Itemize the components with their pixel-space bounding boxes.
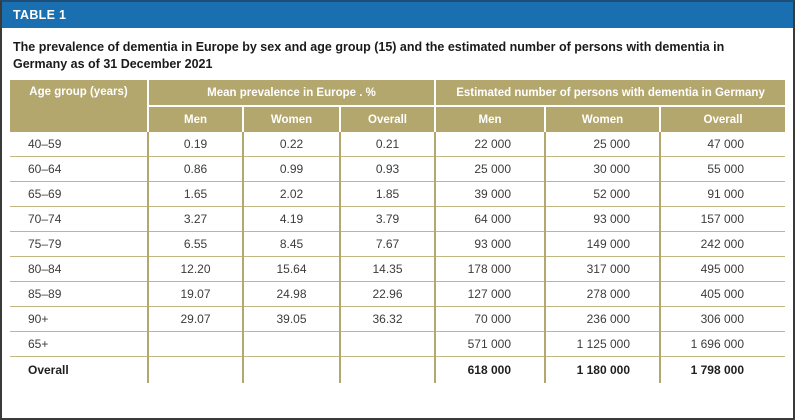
- cell-prev-women: 15.64: [243, 256, 341, 282]
- cell-est-overall: 1 696 000: [660, 331, 786, 357]
- cell-prev-overall: 14.35: [340, 256, 437, 282]
- cell-est-overall: 405 000: [660, 281, 786, 307]
- table-row: 80–84 12.20 15.64 14.35 178 000 317 000 …: [10, 256, 786, 282]
- cell-est-women: 52 000: [545, 181, 662, 207]
- col-header-age-group: Age group (years): [10, 80, 149, 132]
- cell-age-group: 40–59: [10, 132, 149, 157]
- cell-est-men: 25 000: [435, 156, 547, 182]
- cell-prev-women: 2.02: [243, 181, 341, 207]
- cell-est-men: 93 000: [435, 231, 547, 257]
- cell-prev-overall: [340, 356, 437, 383]
- cell-prev-overall: 1.85: [340, 181, 437, 207]
- cell-est-women: 1 180 000: [545, 356, 662, 383]
- col-header-prev-overall: Overall: [340, 106, 437, 132]
- table-row: 70–74 3.27 4.19 3.79 64 000 93 000 157 0…: [10, 206, 786, 232]
- cell-est-women: 93 000: [545, 206, 662, 232]
- cell-prev-women: [243, 356, 341, 383]
- cell-est-men: 178 000: [435, 256, 547, 282]
- cell-est-women: 317 000: [545, 256, 662, 282]
- cell-age-group: 65–69: [10, 181, 149, 207]
- header-sub-row: Men Women Overall Men Women Overall: [10, 106, 786, 132]
- dementia-prevalence-table: Age group (years) Mean prevalence in Eur…: [10, 80, 786, 383]
- cell-prev-men: 29.07: [148, 306, 244, 332]
- cell-prev-women: 24.98: [243, 281, 341, 307]
- cell-est-overall: 91 000: [660, 181, 786, 207]
- cell-est-men: 127 000: [435, 281, 547, 307]
- cell-age-group: Overall: [10, 356, 149, 383]
- cell-est-men: 64 000: [435, 206, 547, 232]
- cell-age-group: 85–89: [10, 281, 149, 307]
- cell-est-overall: 495 000: [660, 256, 786, 282]
- cell-prev-men: 0.19: [148, 132, 244, 157]
- cell-prev-overall: 22.96: [340, 281, 437, 307]
- cell-age-group: 60–64: [10, 156, 149, 182]
- cell-est-women: 25 000: [545, 132, 662, 157]
- cell-prev-men: 3.27: [148, 206, 244, 232]
- col-header-est-women: Women: [545, 106, 662, 132]
- table-tag: TABLE 1: [13, 8, 67, 22]
- col-header-est-overall: Overall: [660, 106, 786, 132]
- cell-prev-men: 19.07: [148, 281, 244, 307]
- cell-est-overall: 242 000: [660, 231, 786, 257]
- cell-est-overall: 1 798 000: [660, 356, 786, 383]
- cell-est-overall: 47 000: [660, 132, 786, 157]
- cell-prev-women: 39.05: [243, 306, 341, 332]
- cell-prev-overall: 3.79: [340, 206, 437, 232]
- cell-prev-overall: 7.67: [340, 231, 437, 257]
- table-header: Age group (years) Mean prevalence in Eur…: [10, 80, 786, 132]
- table-title: The prevalence of dementia in Europe by …: [13, 40, 725, 71]
- table-row-overall-total: Overall 618 000 1 180 000 1 798 000: [10, 356, 786, 383]
- cell-est-women: 149 000: [545, 231, 662, 257]
- cell-age-group: 80–84: [10, 256, 149, 282]
- cell-prev-overall: 0.21: [340, 132, 437, 157]
- cell-age-group: 65+: [10, 331, 149, 357]
- table-row: 65–69 1.65 2.02 1.85 39 000 52 000 91 00…: [10, 181, 786, 207]
- cell-age-group: 90+: [10, 306, 149, 332]
- cell-prev-overall: [340, 331, 437, 357]
- col-header-prev-men: Men: [148, 106, 244, 132]
- cell-prev-women: 8.45: [243, 231, 341, 257]
- table-row: 65+ 571 000 1 125 000 1 696 000: [10, 331, 786, 357]
- cell-prev-women: 4.19: [243, 206, 341, 232]
- cell-age-group: 70–74: [10, 206, 149, 232]
- cell-prev-men: 1.65: [148, 181, 244, 207]
- cell-est-overall: 55 000: [660, 156, 786, 182]
- cell-est-men: 618 000: [435, 356, 547, 383]
- cell-prev-women: 0.99: [243, 156, 341, 182]
- col-header-est-men: Men: [435, 106, 547, 132]
- cell-prev-women: 0.22: [243, 132, 341, 157]
- cell-prev-men: 12.20: [148, 256, 244, 282]
- cell-est-men: 571 000: [435, 331, 547, 357]
- cell-est-men: 39 000: [435, 181, 547, 207]
- cell-prev-men: [148, 356, 244, 383]
- table-row: 75–79 6.55 8.45 7.67 93 000 149 000 242 …: [10, 231, 786, 257]
- cell-est-men: 22 000: [435, 132, 547, 157]
- cell-age-group: 75–79: [10, 231, 149, 257]
- table-row: 90+ 29.07 39.05 36.32 70 000 236 000 306…: [10, 306, 786, 332]
- table-row: 85–89 19.07 24.98 22.96 127 000 278 000 …: [10, 281, 786, 307]
- col-group-germany: Estimated number of persons with dementi…: [435, 80, 786, 107]
- cell-est-women: 278 000: [545, 281, 662, 307]
- table-row: 60–64 0.86 0.99 0.93 25 000 30 000 55 00…: [10, 156, 786, 182]
- cell-est-overall: 157 000: [660, 206, 786, 232]
- table-body: 40–59 0.19 0.22 0.21 22 000 25 000 47 00…: [10, 132, 786, 383]
- cell-est-men: 70 000: [435, 306, 547, 332]
- table-tag-bar: TABLE 1: [2, 2, 793, 28]
- cell-est-women: 1 125 000: [545, 331, 662, 357]
- cell-prev-overall: 36.32: [340, 306, 437, 332]
- cell-prev-men: 0.86: [148, 156, 244, 182]
- cell-est-women: 30 000: [545, 156, 662, 182]
- col-header-prev-women: Women: [243, 106, 341, 132]
- cell-prev-men: [148, 331, 244, 357]
- cell-est-overall: 306 000: [660, 306, 786, 332]
- col-group-prevalence: Mean prevalence in Europe . %: [148, 80, 437, 107]
- cell-prev-women: [243, 331, 341, 357]
- table-row: 40–59 0.19 0.22 0.21 22 000 25 000 47 00…: [10, 132, 786, 157]
- cell-est-women: 236 000: [545, 306, 662, 332]
- cell-prev-overall: 0.93: [340, 156, 437, 182]
- cell-prev-men: 6.55: [148, 231, 244, 257]
- header-group-row: Age group (years) Mean prevalence in Eur…: [10, 80, 786, 132]
